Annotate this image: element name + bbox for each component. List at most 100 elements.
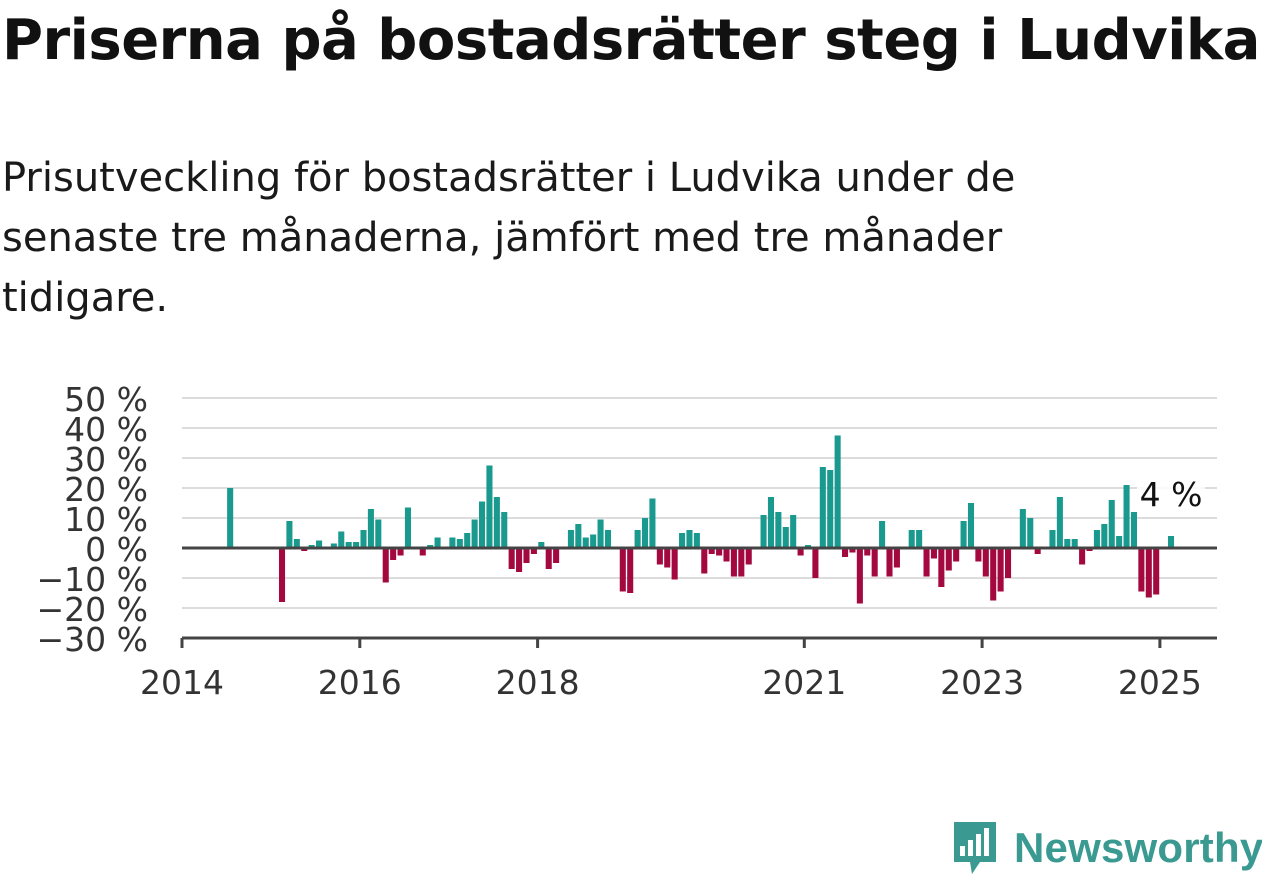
bar bbox=[501, 512, 508, 548]
bar bbox=[545, 548, 552, 569]
bar bbox=[893, 548, 900, 568]
bar bbox=[382, 548, 389, 583]
bar bbox=[938, 548, 945, 587]
bar bbox=[1123, 485, 1130, 548]
bar bbox=[997, 548, 1004, 592]
bar bbox=[790, 515, 797, 548]
bar bbox=[1019, 509, 1026, 548]
bar bbox=[479, 501, 486, 548]
bar bbox=[716, 548, 723, 556]
bar bbox=[842, 548, 849, 557]
bar bbox=[879, 521, 886, 548]
bar bbox=[967, 503, 975, 548]
bar bbox=[516, 548, 523, 572]
bar bbox=[693, 533, 700, 548]
bar bbox=[864, 548, 871, 556]
bar bbox=[375, 519, 382, 548]
bar bbox=[797, 548, 804, 556]
bar bbox=[1167, 536, 1175, 548]
bar bbox=[634, 530, 641, 548]
bar bbox=[730, 548, 737, 577]
bar bbox=[1079, 548, 1086, 565]
bar bbox=[1153, 548, 1160, 595]
x-axis-labels: 2014 2016 2018 2021 2023 2025 bbox=[140, 638, 1202, 702]
bar bbox=[782, 527, 789, 548]
bar bbox=[641, 518, 649, 548]
bar bbox=[886, 548, 893, 577]
bar bbox=[1004, 548, 1012, 578]
bar bbox=[1064, 539, 1071, 548]
bar bbox=[449, 537, 456, 548]
bar bbox=[338, 531, 345, 548]
bar bbox=[493, 497, 500, 548]
bar bbox=[330, 543, 337, 548]
bar bbox=[871, 548, 878, 577]
bar bbox=[656, 548, 663, 565]
bar bbox=[1108, 500, 1115, 548]
bar bbox=[745, 548, 752, 565]
bar bbox=[1101, 524, 1108, 548]
bar bbox=[278, 548, 286, 602]
bar bbox=[1130, 512, 1137, 548]
bar bbox=[1034, 548, 1041, 554]
bar bbox=[1093, 530, 1100, 548]
y-tick-label: −30 % bbox=[37, 620, 149, 659]
newsworthy-logo: Newsworthy bbox=[950, 818, 1262, 878]
y-tick-label: 30 % bbox=[64, 440, 148, 479]
bar bbox=[849, 548, 856, 553]
bar bbox=[953, 548, 960, 562]
bar bbox=[708, 548, 715, 554]
bar bbox=[679, 533, 686, 548]
bar bbox=[671, 548, 678, 580]
bar bbox=[316, 540, 323, 548]
y-tick-label: −20 % bbox=[37, 590, 149, 629]
x-tick-label: 2023 bbox=[940, 663, 1024, 702]
bar bbox=[834, 435, 841, 548]
newsworthy-logo-icon bbox=[954, 822, 996, 874]
bar bbox=[1056, 497, 1063, 548]
bar bbox=[590, 534, 597, 548]
bar bbox=[1145, 548, 1152, 598]
bar bbox=[553, 548, 560, 563]
y-tick-label: −10 % bbox=[37, 560, 149, 599]
bar bbox=[945, 548, 952, 571]
bar bbox=[975, 548, 982, 562]
y-tick-label: 10 % bbox=[64, 500, 148, 539]
y-tick-label: 0 % bbox=[85, 530, 148, 569]
bar bbox=[767, 497, 774, 548]
bar bbox=[604, 530, 612, 548]
bar bbox=[990, 548, 997, 601]
bar bbox=[812, 548, 819, 578]
bar bbox=[908, 530, 915, 548]
brand-name: Newsworthy bbox=[1014, 824, 1262, 871]
bar bbox=[1049, 530, 1056, 548]
bar bbox=[523, 548, 530, 563]
bar bbox=[1027, 518, 1034, 548]
chart-subtitle: Prisutveckling för bostadsrätter i Ludvi… bbox=[2, 155, 1016, 321]
bar bbox=[530, 548, 537, 554]
last-value-label: 4 % bbox=[1140, 475, 1203, 514]
bar bbox=[775, 512, 782, 548]
y-axis-labels: 50 %40 %30 %20 %10 %0 %−10 %−20 %−30 % bbox=[37, 380, 149, 659]
bar bbox=[930, 548, 937, 559]
y-tick-label: 40 % bbox=[64, 410, 148, 449]
bar-chart: 50 %40 %30 %20 %10 %0 %−10 %−20 %−30 % 2… bbox=[37, 380, 1217, 702]
bar bbox=[686, 530, 693, 548]
bar bbox=[597, 519, 604, 548]
bar bbox=[819, 467, 826, 548]
last-value-annotation: 4 % bbox=[1137, 474, 1206, 514]
bar bbox=[508, 548, 515, 569]
bar bbox=[293, 539, 300, 548]
y-tick-label: 20 % bbox=[64, 470, 148, 509]
bar bbox=[627, 548, 634, 593]
bar bbox=[353, 542, 360, 548]
bar bbox=[1071, 539, 1078, 548]
x-tick-label: 2021 bbox=[762, 663, 846, 702]
bar bbox=[856, 548, 863, 604]
bar bbox=[1138, 548, 1145, 592]
bar bbox=[456, 539, 463, 548]
x-tick-label: 2016 bbox=[318, 663, 402, 702]
bar bbox=[575, 524, 582, 548]
bar bbox=[397, 548, 404, 556]
bar bbox=[345, 542, 352, 548]
